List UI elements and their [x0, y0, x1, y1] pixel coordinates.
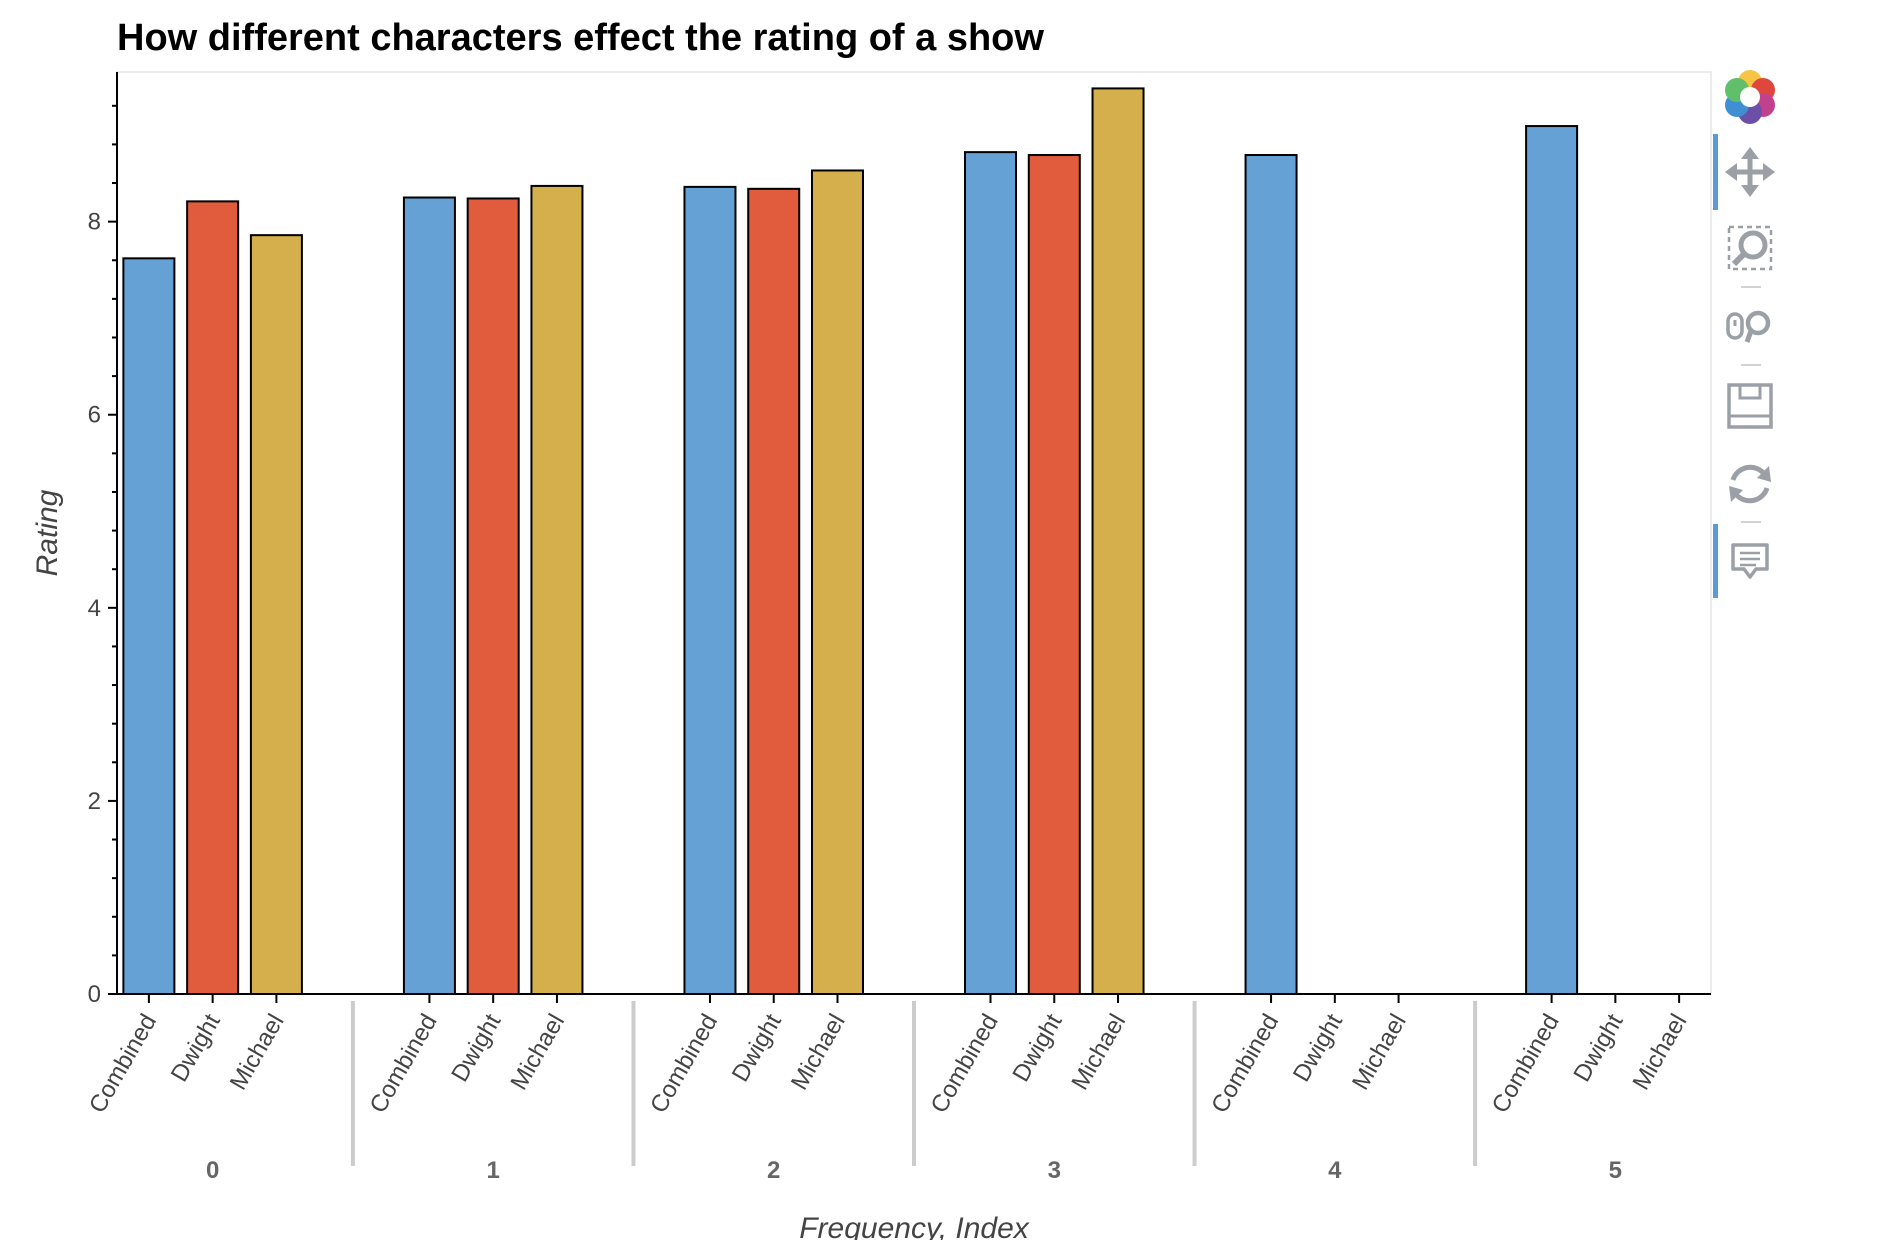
bar-dwight-0[interactable]: [186, 200, 240, 995]
x-subcategory-label: Dwight: [727, 1009, 787, 1086]
y-axis-label: Rating: [31, 489, 64, 576]
bar-combined-5[interactable]: [1525, 125, 1579, 995]
y-tick-label: 8: [88, 209, 101, 236]
wheel-zoom-icon[interactable]: [1726, 310, 1771, 343]
box-zoom-icon[interactable]: [1727, 225, 1773, 271]
pan-tool-active-indicator: [1713, 134, 1718, 210]
x-group-label: 1: [487, 1157, 500, 1184]
x-subcategory-label: Combined: [1206, 1010, 1284, 1118]
x-subcategory-label: Michael: [1628, 1010, 1693, 1095]
bars-layer: [122, 87, 1579, 996]
toolbar: [1713, 70, 1775, 598]
bar-combined-4[interactable]: [1244, 154, 1298, 996]
move-icon[interactable]: [1725, 147, 1775, 197]
x-group-label: 2: [767, 1157, 780, 1184]
x-group-label: 4: [1328, 1157, 1342, 1184]
x-subcategory-label: Dwight: [1288, 1009, 1348, 1086]
x-subcategory-label: Michael: [505, 1010, 570, 1095]
bar-dwight-3[interactable]: [1027, 154, 1081, 996]
x-subcategory-label: Michael: [786, 1010, 851, 1095]
hover-icon[interactable]: [1731, 543, 1769, 579]
chart-title: How different characters effect the rati…: [117, 17, 1044, 59]
bar-michael-3[interactable]: [1091, 87, 1145, 996]
x-subcategory-label: Combined: [1487, 1010, 1565, 1118]
x-subcategory-label: Combined: [84, 1010, 162, 1118]
x-subcategory-label: Combined: [926, 1010, 1004, 1118]
x-group-label: 0: [206, 1157, 219, 1184]
bar-combined-0[interactable]: [122, 257, 176, 996]
y-tick-label: 4: [88, 595, 101, 622]
y-axis: 0 2 4 6 8: [88, 72, 118, 1008]
plot-frame: [116, 71, 1712, 995]
bar-combined-3[interactable]: [964, 151, 1018, 995]
x-subcategory-label: Dwight: [166, 1009, 226, 1086]
x-subcategory-label: Dwight: [1007, 1009, 1067, 1086]
x-subcategory-label: Combined: [365, 1010, 443, 1118]
x-axis-label: Frequency, Index: [799, 1212, 1030, 1240]
bar-michael-1[interactable]: [530, 184, 584, 996]
y-tick-label: 6: [88, 402, 101, 429]
bokeh-logo-icon[interactable]: [1725, 70, 1775, 124]
hover-tool-active-indicator: [1713, 524, 1718, 598]
bar-dwight-2[interactable]: [747, 187, 801, 995]
x-group-label: 3: [1048, 1157, 1061, 1184]
bar-combined-1[interactable]: [402, 196, 456, 995]
save-icon[interactable]: [1727, 383, 1773, 429]
bar-combined-2[interactable]: [683, 185, 737, 996]
y-tick-label: 0: [88, 981, 101, 1008]
bar-michael-0[interactable]: [249, 234, 303, 995]
bar-michael-2[interactable]: [810, 169, 864, 995]
x-subcategory-label: Michael: [1347, 1010, 1412, 1095]
x-subcategory-label: Michael: [1066, 1010, 1131, 1095]
x-group-label: 5: [1609, 1157, 1622, 1184]
x-subcategory-label: Michael: [225, 1010, 290, 1095]
x-subcategory-label: Dwight: [446, 1009, 506, 1086]
x-subcategory-label: Combined: [645, 1010, 723, 1118]
bar-dwight-1[interactable]: [466, 197, 520, 995]
x-subcategory-label: Dwight: [1568, 1009, 1628, 1086]
reset-icon[interactable]: [1729, 464, 1771, 504]
y-tick-label: 2: [88, 788, 101, 815]
